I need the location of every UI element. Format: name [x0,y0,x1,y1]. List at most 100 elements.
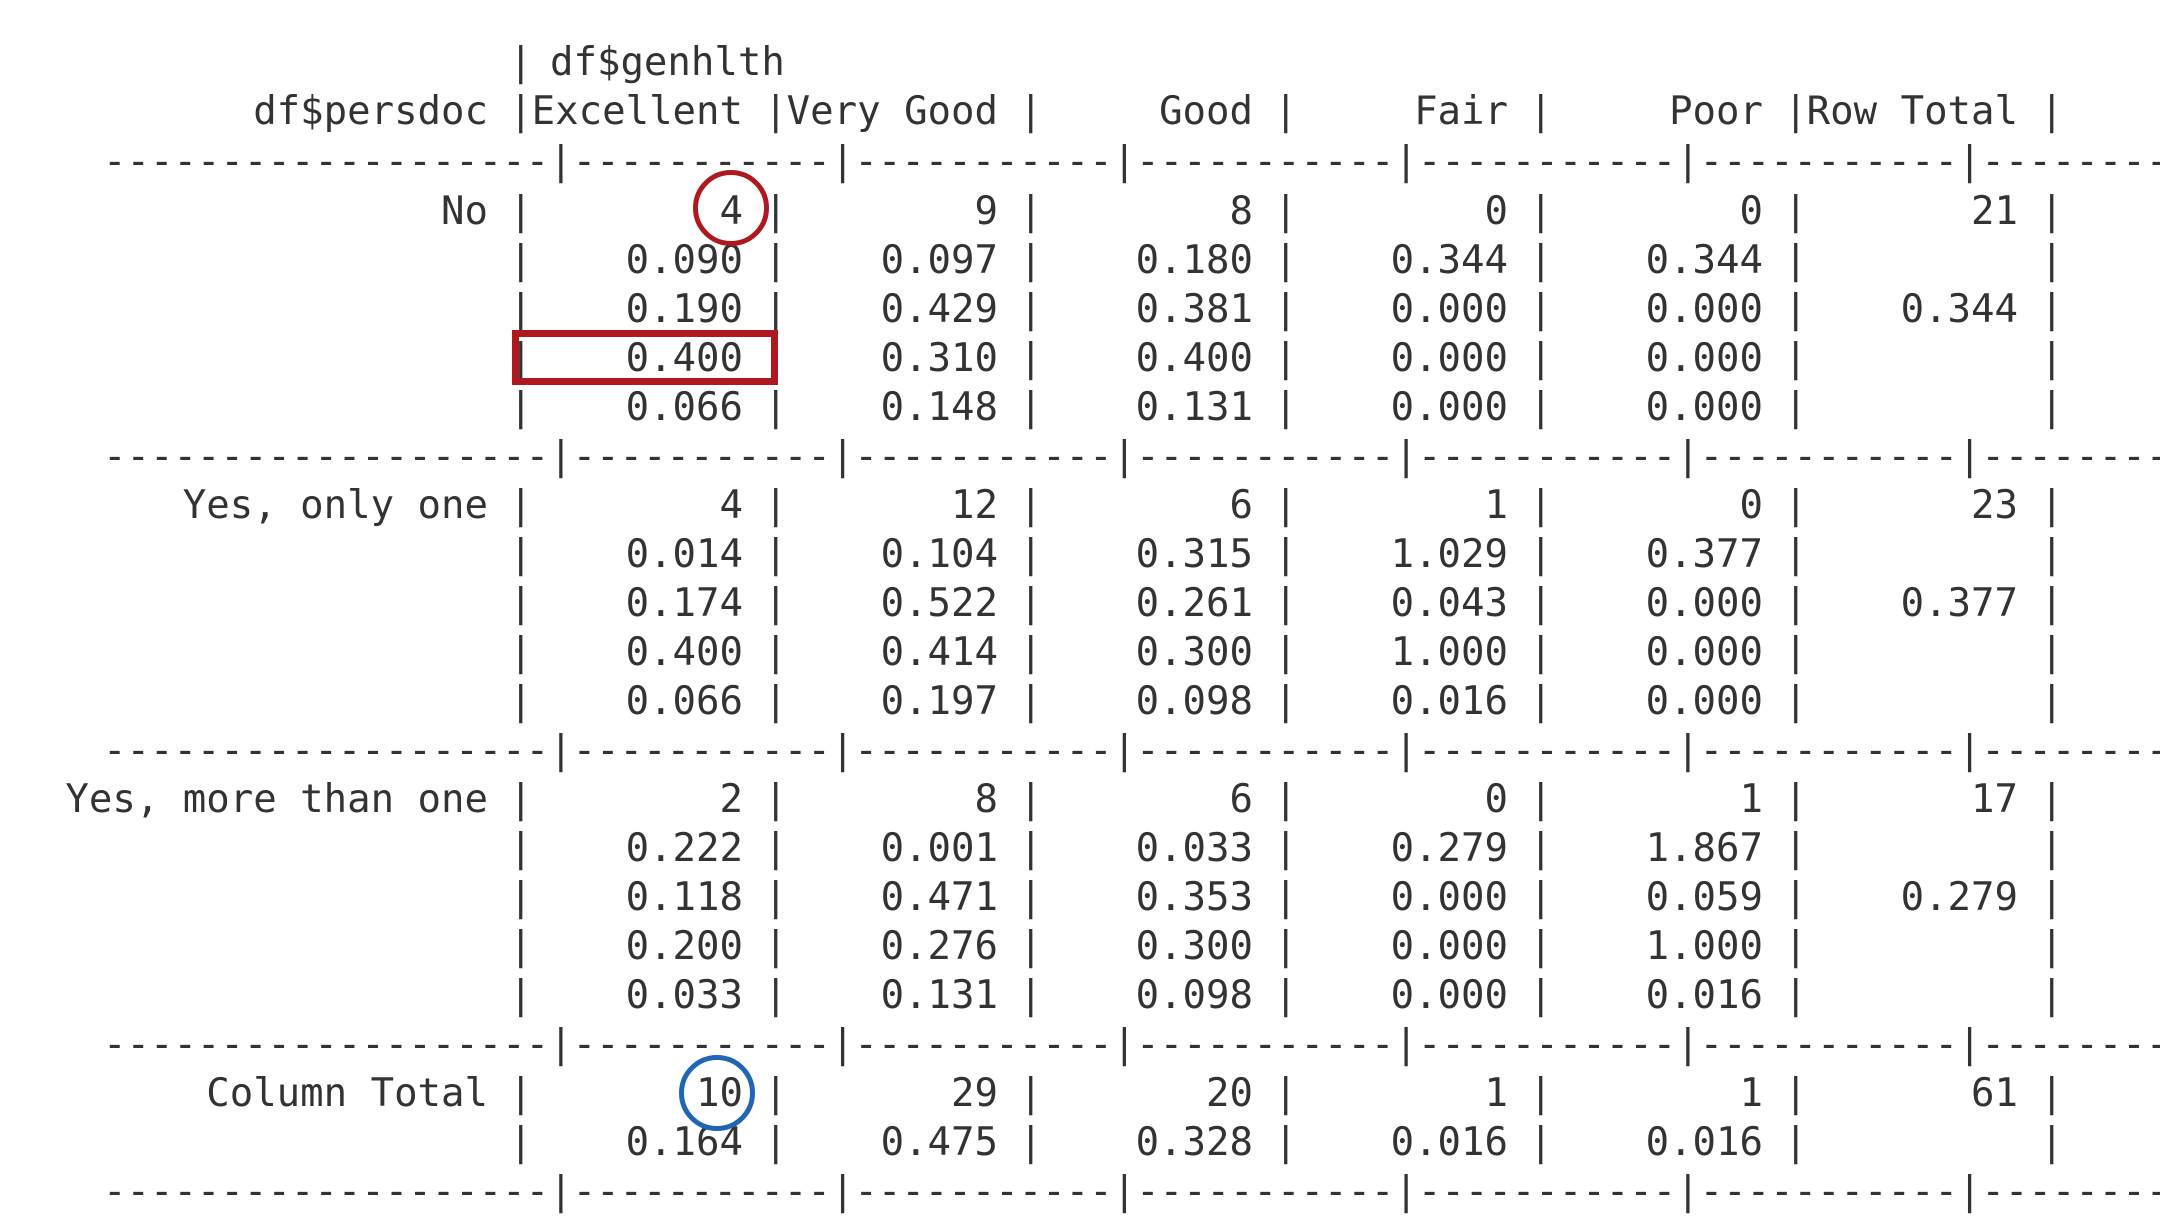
column-pipe: | [764,826,788,871]
table-cell: 4 [719,483,743,528]
row-total-cell: 0.279 [1900,875,2018,920]
column-pipe: | [1529,238,1553,283]
table-cell: 1.000 [1645,924,1763,969]
table-cell: 0.000 [1390,287,1508,332]
column-pipe: | [509,826,533,871]
column-pipe: | [1529,89,1553,134]
row-total-cell: 0.377 [1900,581,2018,626]
column-pipe: | [2040,1071,2064,1116]
column-pipe: | [1274,1071,1298,1116]
table-cell: 0.000 [1645,679,1763,724]
column-pipe: | [1784,89,1808,134]
column-pipe: | [2040,581,2064,626]
column-pipe: | [1529,973,1553,1018]
column-pipe: | [509,238,533,283]
row-label: Yes, more than one [65,777,488,822]
table-cell: 0.471 [880,875,998,920]
row-total-cell [1818,971,2018,1020]
column-pipe: | [1019,777,1043,822]
column-pipe: | [1019,973,1043,1018]
table-cell: 1.000 [1390,630,1508,675]
column-pipe: | [2040,336,2064,381]
column-pipe: | [1274,336,1298,381]
table-cell: 1.029 [1390,532,1508,577]
row-label: Yes, only one [182,483,488,528]
table-cell: 1.867 [1645,826,1763,871]
table-cell: 0.066 [625,679,743,724]
column-pipe: | [1529,826,1553,871]
column-pipe: | [1019,630,1043,675]
table-cell: 1 [1484,483,1508,528]
column-pipe: | [1274,238,1298,283]
column-pipe: | [509,973,533,1018]
row-total-cell: 17 [1971,777,2018,822]
column-pipe: | [1019,89,1043,134]
column-pipe: | [764,875,788,920]
column-pipe: | [1784,1071,1808,1116]
separator-line: -------------------|-----------|--------… [103,1022,2160,1067]
column-pipe: | [1274,924,1298,969]
column-total-cell: 1 [1484,1071,1508,1116]
row-variable-name: df$persdoc [253,89,488,134]
table-cell: 2 [719,777,743,822]
table-cell: 0.000 [1645,630,1763,675]
table-cell: 0.300 [1135,630,1253,675]
grand-total-cell: 61 [1971,1071,2018,1116]
column-total-cell: 0.475 [880,1120,998,1165]
column-pipe: | [764,287,788,332]
row-total-cell [1818,824,2018,873]
column-pipe: | [764,483,788,528]
column-total-cell: 0.016 [1390,1120,1508,1165]
table-cell: 0.414 [880,630,998,675]
column-pipe: | [2040,924,2064,969]
column-pipe: | [1784,532,1808,577]
column-pipe: | [764,89,788,134]
table-cell: 0.310 [880,336,998,381]
column-pipe: | [1274,581,1298,626]
column-pipe: | [1019,1071,1043,1116]
column-pipe: | [1784,581,1808,626]
column-pipe: | [1274,532,1298,577]
column-pipe: | [1784,385,1808,430]
column-pipe: | [1784,924,1808,969]
row-label: No [441,189,488,234]
table-cell: 8 [974,777,998,822]
column-pipe: | [1784,777,1808,822]
column-pipe: | [1274,973,1298,1018]
column-pipe: | [509,1071,533,1116]
column-pipe: | [1274,287,1298,332]
table-cell: 4 [719,189,743,234]
column-pipe: | [1019,287,1043,332]
table-cell: 9 [974,189,998,234]
column-pipe: | [764,630,788,675]
column-pipe: | [1784,189,1808,234]
column-pipe: | [1019,238,1043,283]
column-pipe: | [509,385,533,430]
column-pipe: | [1019,532,1043,577]
table-cell: 0.000 [1645,385,1763,430]
column-pipe: | [1529,630,1553,675]
table-cell: 0 [1484,777,1508,822]
column-pipe: | [1019,581,1043,626]
table-cell: 0.315 [1135,532,1253,577]
column-pipe: | [2040,875,2064,920]
table-cell: 0.276 [880,924,998,969]
table-cell: 0.344 [1645,238,1763,283]
table-cell: 1 [1739,777,1763,822]
column-pipe: | [2040,679,2064,724]
column-pipe: | [2040,189,2064,234]
column-pipe: | [2040,238,2064,283]
column-pipe: | [509,189,533,234]
column-pipe: | [1274,875,1298,920]
table-cell: 0.043 [1390,581,1508,626]
row-total-cell [1818,530,2018,579]
table-cell: 0 [1739,189,1763,234]
column-pipe: | [1274,826,1298,871]
column-pipe: | [1274,679,1298,724]
column-pipe: | [1784,875,1808,920]
column-header: Very Good [786,89,998,134]
column-pipe: | [2040,826,2064,871]
column-pipe: | [764,581,788,626]
column-pipe: | [1529,532,1553,577]
